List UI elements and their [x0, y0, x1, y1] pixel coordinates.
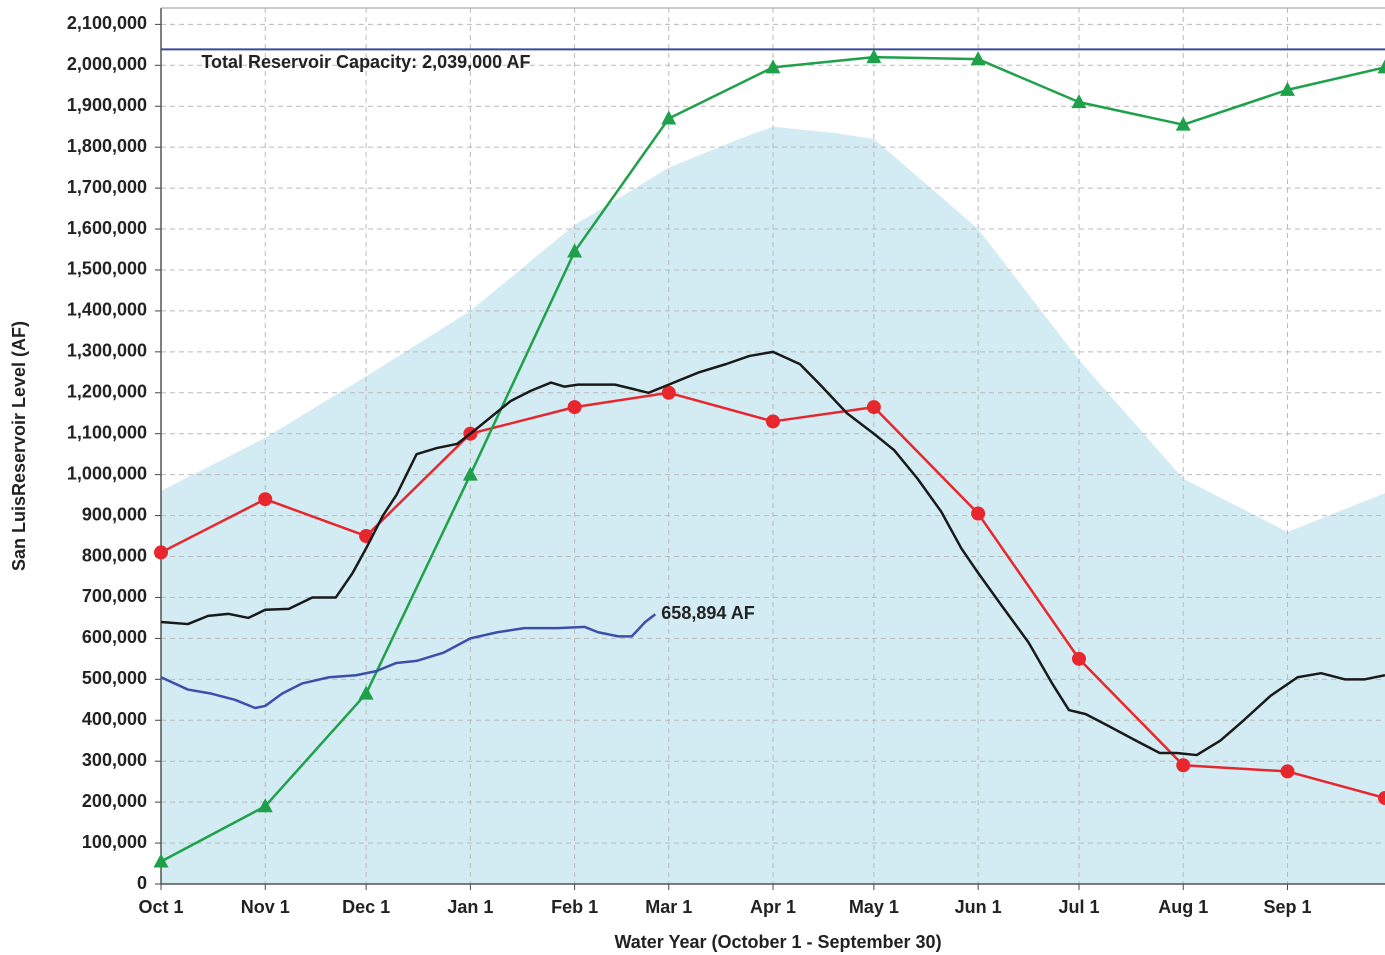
point	[358, 685, 374, 700]
line	[160, 613, 657, 710]
x-tick-label: Sep 1	[1263, 897, 1311, 917]
point	[1071, 94, 1087, 109]
y-tick-label: 800,000	[82, 545, 147, 565]
y-tick-label: 1,600,000	[67, 218, 147, 238]
y-tick-label: 1,800,000	[67, 136, 147, 156]
x-tick-label: Mar 1	[645, 897, 692, 917]
point	[1279, 81, 1295, 96]
point	[1280, 764, 1295, 779]
point	[258, 492, 273, 507]
y-tick-label: 2,000,000	[67, 54, 147, 74]
y-tick-label: 1,700,000	[67, 177, 147, 197]
point	[1378, 791, 1385, 806]
point	[661, 110, 677, 125]
y-axis-label: San LuisReservoir Level (AF)	[9, 321, 29, 571]
y-tick-label: 1,000,000	[67, 463, 147, 483]
x-tick-label: May 1	[849, 897, 899, 917]
y-tick-label: 100,000	[82, 832, 147, 852]
point	[1176, 758, 1191, 773]
y-tick-label: 900,000	[82, 504, 147, 524]
y-tick-label: 1,300,000	[67, 341, 147, 361]
y-tick-label: 2,100,000	[67, 13, 147, 33]
y-tick-label: 1,900,000	[67, 95, 147, 115]
y-tick-label: 0	[137, 873, 147, 893]
x-tick-label: Nov 1	[241, 897, 290, 917]
y-tick-label: 1,100,000	[67, 422, 147, 442]
point	[765, 59, 781, 74]
capacity-label: Total Reservoir Capacity: 2,039,000 AF	[201, 52, 530, 72]
x-tick-label: Jan 1	[447, 897, 493, 917]
y-tick-label: 1,200,000	[67, 382, 147, 402]
x-tick-label: Dec 1	[342, 897, 390, 917]
x-tick-label: Oct 1	[138, 897, 183, 917]
point	[567, 400, 582, 415]
point	[971, 506, 986, 521]
point	[1377, 59, 1385, 74]
y-tick-label: 1,500,000	[67, 259, 147, 279]
point	[970, 51, 986, 66]
point	[153, 853, 169, 868]
y-tick-label: 200,000	[82, 791, 147, 811]
plot-frame	[160, 8, 1385, 885]
y-tick-label: 600,000	[82, 627, 147, 647]
point	[154, 545, 168, 560]
y-tick-label: 700,000	[82, 586, 147, 606]
y-tick-label: 400,000	[82, 709, 147, 729]
y-tick-label: 1,400,000	[67, 300, 147, 320]
point	[866, 400, 881, 415]
end-label: 658,894 AF	[661, 603, 754, 623]
point	[866, 49, 882, 64]
point	[766, 414, 780, 429]
point	[567, 243, 583, 258]
x-tick-label: Jul 1	[1058, 897, 1099, 917]
x-tick-label: Aug 1	[1158, 897, 1208, 917]
point	[257, 798, 273, 813]
y-tick-label: 500,000	[82, 668, 147, 688]
point	[1175, 116, 1191, 131]
point	[1072, 651, 1086, 666]
x-axis-label: Water Year (October 1 - September 30)	[614, 932, 941, 952]
y-tick-label: 300,000	[82, 750, 147, 770]
x-tick-label: Apr 1	[750, 897, 796, 917]
x-tick-label: Feb 1	[551, 897, 598, 917]
x-tick-label: Jun 1	[955, 897, 1002, 917]
line	[160, 350, 1385, 757]
point	[661, 385, 676, 400]
point	[462, 466, 478, 481]
